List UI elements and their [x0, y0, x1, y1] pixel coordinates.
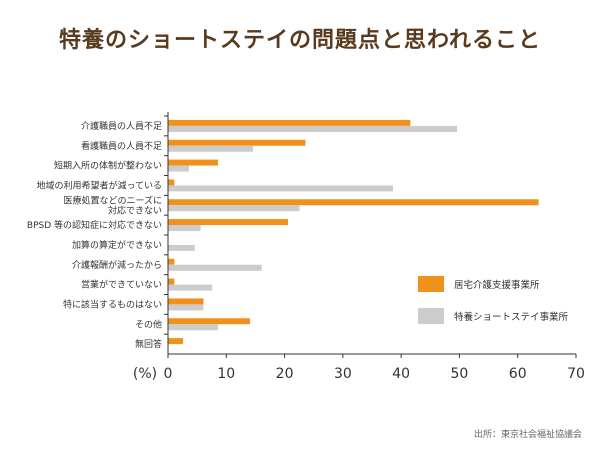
bar-tokuyo: [168, 125, 458, 132]
bar-kyotaku: [168, 298, 204, 305]
bar-kyotaku: [168, 179, 175, 186]
bar-kyotaku: [168, 258, 175, 265]
bar-tokuyo: [168, 205, 300, 212]
category-label-line: BPSD 等の認知症に対応できない: [27, 219, 162, 231]
category-label-line: 地域の利用希望者が減っている: [36, 179, 162, 191]
bar-kyotaku: [168, 159, 219, 166]
bar-tokuyo: [168, 304, 204, 311]
bar-tokuyo: [168, 185, 393, 192]
category-label-line: 看護職員の人員不足: [81, 140, 162, 152]
x-axis-label: (%): [133, 366, 157, 382]
bar-tokuyo: [168, 264, 262, 271]
category-label: 地域の利用希望者が減っている: [36, 179, 162, 191]
category-label: 特に該当するものはない: [63, 298, 162, 310]
bar-tokuyo: [168, 225, 201, 232]
bar-tokuyo: [168, 244, 195, 251]
category-label-line: 無回答: [135, 338, 162, 350]
bar-kyotaku: [168, 119, 411, 126]
category-label-line: 介護職員の人員不足: [81, 120, 162, 132]
category-label: 無回答: [135, 338, 162, 350]
bar-kyotaku: [168, 278, 175, 285]
x-tick-label: 30: [334, 366, 352, 382]
x-tick-label: 70: [567, 366, 585, 382]
category-label: 加算の算定ができない: [72, 239, 162, 251]
category-label-line: その他: [135, 318, 162, 330]
category-label-line: 介護報酬が減ったから: [72, 259, 162, 271]
category-label: 介護報酬が減ったから: [72, 259, 162, 271]
x-tick-label: 60: [509, 366, 527, 382]
category-label-line: 医療処置などのニーズに: [63, 194, 162, 206]
bar-kyotaku: [168, 318, 251, 325]
category-label: BPSD 等の認知症に対応できない: [27, 219, 162, 231]
legend-swatch: [418, 308, 444, 324]
bar-kyotaku: [168, 219, 288, 226]
legend-label: 特養ショートステイ事業所: [454, 311, 569, 323]
x-tick-label: 40: [392, 366, 410, 382]
category-label: 看護職員の人員不足: [81, 140, 162, 152]
category-label: 営業ができていない: [81, 279, 162, 291]
chart-title: 特養のショートステイの問題点と思われること: [59, 28, 541, 53]
bar-tokuyo: [168, 284, 213, 291]
category-label: 短期入所の体制が整わない: [54, 160, 162, 172]
category-label-line: 短期入所の体制が整わない: [54, 160, 162, 172]
category-label-line: 加算の算定ができない: [72, 239, 162, 251]
bar-kyotaku: [168, 199, 539, 206]
legend-swatch: [418, 276, 444, 292]
source-note: 出所：東京社会福祉協議会: [473, 430, 582, 440]
bar-kyotaku: [168, 338, 184, 345]
bar-tokuyo: [168, 324, 219, 331]
category-label-line: 対応できない: [108, 204, 162, 216]
category-label: 医療処置などのニーズに対応できない: [63, 194, 162, 216]
x-tick-label: 20: [276, 366, 294, 382]
bar-tokuyo: [168, 165, 189, 172]
x-tick-label: 10: [217, 366, 235, 382]
category-label-line: 営業ができていない: [81, 279, 162, 291]
x-tick-label: 50: [451, 366, 469, 382]
x-tick-label: 0: [164, 366, 173, 382]
category-label: その他: [135, 318, 162, 330]
category-label-line: 特に該当するものはない: [63, 298, 162, 310]
bar-tokuyo: [168, 145, 254, 152]
category-label: 介護職員の人員不足: [81, 120, 162, 132]
legend-label: 居宅介護支援事業所: [454, 279, 540, 291]
bar-kyotaku: [168, 139, 306, 146]
